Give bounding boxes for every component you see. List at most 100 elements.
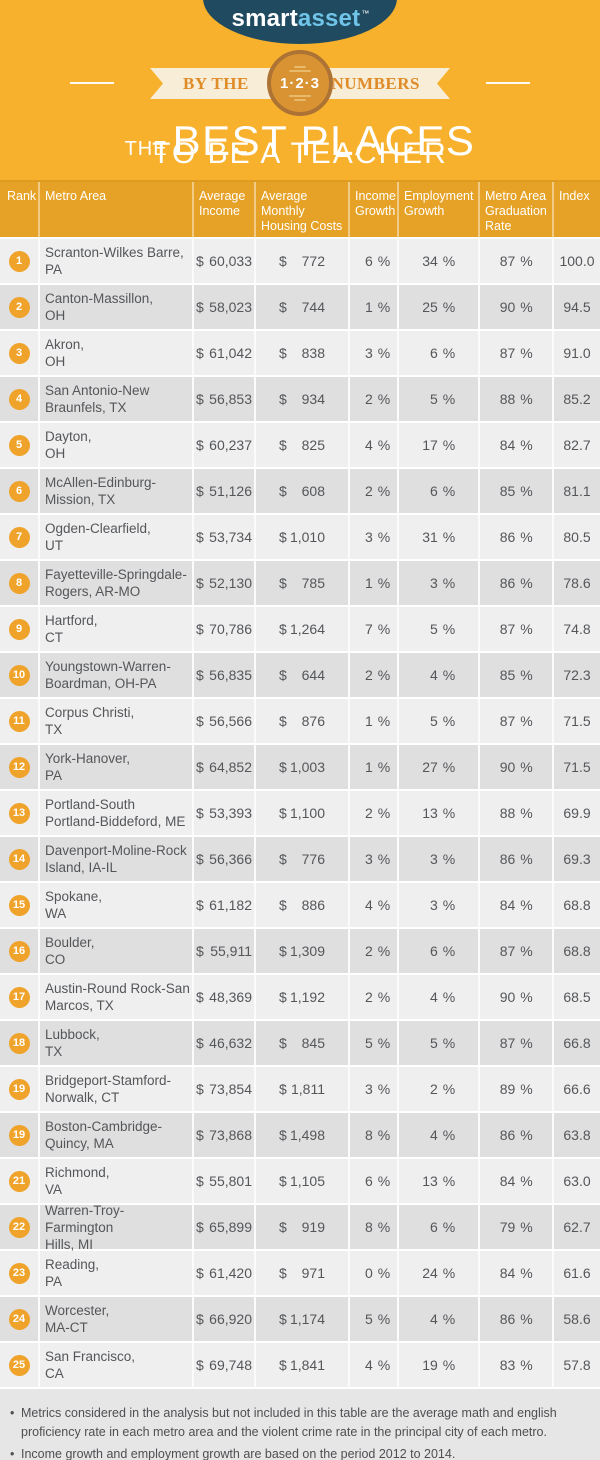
rank-badge: 24 bbox=[8, 1308, 30, 1330]
index-cell: 66.8 bbox=[552, 1021, 600, 1065]
metro-area-cell: Corpus Christi, TX bbox=[38, 699, 192, 743]
income-amount: 52,130 bbox=[209, 575, 252, 591]
one-two-three-badge: 1·2·3 bbox=[267, 50, 333, 116]
dollar-sign: $ bbox=[279, 1127, 287, 1143]
graduation-rate-cell: 86% bbox=[478, 515, 552, 559]
dollar-sign: $ bbox=[279, 437, 287, 453]
percent-sign: % bbox=[520, 713, 533, 729]
graduation-rate-value: 87 bbox=[499, 253, 516, 269]
dollar-sign: $ bbox=[279, 575, 287, 591]
header-cell-2: Average Income bbox=[192, 182, 254, 237]
percent-sign: % bbox=[442, 391, 456, 407]
avg-income-cell: $60,237 bbox=[192, 423, 254, 467]
income-growth-cell: 4% bbox=[348, 1343, 397, 1387]
percent-sign: % bbox=[442, 437, 456, 453]
bullet-glyph: • bbox=[10, 1406, 15, 1420]
graduation-rate-value: 87 bbox=[499, 621, 516, 637]
percent-sign: % bbox=[377, 713, 391, 729]
table-row: 11 Corpus Christi, TX $56,566 $876 1% 5%… bbox=[0, 699, 600, 745]
graduation-rate-value: 88 bbox=[499, 805, 516, 821]
metro-area-cell: Bridgeport-Stamford- Norwalk, CT bbox=[38, 1067, 192, 1111]
metro-area-cell: Warren-Troy-Farmington Hills, MI bbox=[38, 1203, 192, 1252]
index-cell: 61.6 bbox=[552, 1251, 600, 1295]
percent-sign: % bbox=[442, 1357, 456, 1373]
percent-sign: % bbox=[377, 483, 391, 499]
avg-income-cell: $69,748 bbox=[192, 1343, 254, 1387]
dollar-sign: $ bbox=[196, 759, 204, 775]
rank-badge: 4 bbox=[8, 388, 30, 410]
table-row: 10 Youngstown-Warren- Boardman, OH-PA $5… bbox=[0, 653, 600, 699]
dollar-sign: $ bbox=[196, 345, 204, 361]
avg-income-cell: $55,911 bbox=[192, 929, 254, 973]
header-cell-5: Employment Growth bbox=[397, 182, 478, 237]
dollar-sign: $ bbox=[196, 667, 204, 683]
housing-amount: 919 bbox=[301, 1219, 325, 1235]
table-row: 12 York-Hanover, PA $64,852 $1,003 1% 27… bbox=[0, 745, 600, 791]
rank-badge: 12 bbox=[8, 756, 30, 778]
avg-income-cell: $53,393 bbox=[192, 791, 254, 835]
ribbon-left-text: BY THE bbox=[183, 73, 249, 93]
income-growth-cell: 4% bbox=[348, 423, 397, 467]
rank-cell: 24 bbox=[0, 1297, 38, 1341]
dollar-sign: $ bbox=[196, 437, 204, 453]
rank-cell: 23 bbox=[0, 1251, 38, 1295]
percent-sign: % bbox=[442, 345, 456, 361]
index-cell: 62.7 bbox=[552, 1205, 600, 1249]
income-growth-value: 1 bbox=[364, 759, 373, 775]
graduation-rate-cell: 86% bbox=[478, 837, 552, 881]
table-row: 15 Spokane, WA $61,182 $886 4% 3% 84% 68… bbox=[0, 883, 600, 929]
avg-income-cell: $56,366 bbox=[192, 837, 254, 881]
employment-growth-cell: 25% bbox=[397, 285, 478, 329]
rank-cell: 16 bbox=[0, 929, 38, 973]
dollar-sign: $ bbox=[196, 1035, 204, 1051]
dollar-sign: $ bbox=[279, 391, 287, 407]
rank-badge: 3 bbox=[8, 342, 30, 364]
employment-growth-cell: 5% bbox=[397, 377, 478, 421]
metro-area-cell: Ogden-Clearfield, UT bbox=[38, 515, 192, 559]
percent-sign: % bbox=[377, 1311, 391, 1327]
rank-badge: 19 bbox=[8, 1078, 30, 1100]
rank-cell: 13 bbox=[0, 791, 38, 835]
graduation-rate-cell: 90% bbox=[478, 285, 552, 329]
dollar-sign: $ bbox=[196, 1127, 204, 1143]
percent-sign: % bbox=[442, 713, 456, 729]
housing-amount: 1,100 bbox=[289, 805, 325, 821]
avg-income-cell: $46,632 bbox=[192, 1021, 254, 1065]
housing-cost-cell: $1,811 bbox=[254, 1067, 348, 1111]
graduation-rate-cell: 89% bbox=[478, 1067, 552, 1111]
income-growth-value: 3 bbox=[364, 1081, 373, 1097]
dollar-sign: $ bbox=[279, 1035, 287, 1051]
housing-cost-cell: $744 bbox=[254, 285, 348, 329]
percent-sign: % bbox=[377, 529, 391, 545]
percent-sign: % bbox=[377, 575, 391, 591]
avg-income-cell: $58,023 bbox=[192, 285, 254, 329]
rank-cell: 8 bbox=[0, 561, 38, 605]
income-growth-cell: 6% bbox=[348, 1159, 397, 1203]
housing-cost-cell: $608 bbox=[254, 469, 348, 513]
table-row: 14 Davenport-Moline-Rock Island, IA-IL $… bbox=[0, 837, 600, 883]
left-rule-line bbox=[70, 82, 114, 84]
percent-sign: % bbox=[520, 299, 533, 315]
metro-area-cell: York-Hanover, PA bbox=[38, 745, 192, 789]
rank-cell: 9 bbox=[0, 607, 38, 651]
employment-growth-cell: 13% bbox=[397, 791, 478, 835]
rank-cell: 25 bbox=[0, 1343, 38, 1387]
percent-sign: % bbox=[520, 1173, 533, 1189]
percent-sign: % bbox=[377, 1035, 391, 1051]
banner: smartasset™ BY THE NUMBERS 1·2·3 THE BEST… bbox=[0, 0, 600, 180]
badge-decor-line bbox=[289, 69, 311, 72]
dollar-sign: $ bbox=[196, 575, 204, 591]
graduation-rate-cell: 87% bbox=[478, 1021, 552, 1065]
rank-cell: 12 bbox=[0, 745, 38, 789]
rank-badge: 23 bbox=[8, 1262, 30, 1284]
percent-sign: % bbox=[520, 1081, 533, 1097]
percent-sign: % bbox=[377, 345, 391, 361]
housing-amount: 886 bbox=[301, 897, 325, 913]
employment-growth-cell: 4% bbox=[397, 1297, 478, 1341]
income-growth-value: 1 bbox=[364, 713, 373, 729]
index-cell: 91.0 bbox=[552, 331, 600, 375]
smartasset-logo: smartasset™ bbox=[203, 0, 397, 44]
employment-growth-value: 3 bbox=[429, 575, 438, 591]
income-amount: 56,566 bbox=[209, 713, 252, 729]
ribbon-right-text: NUMBERS bbox=[331, 73, 420, 93]
